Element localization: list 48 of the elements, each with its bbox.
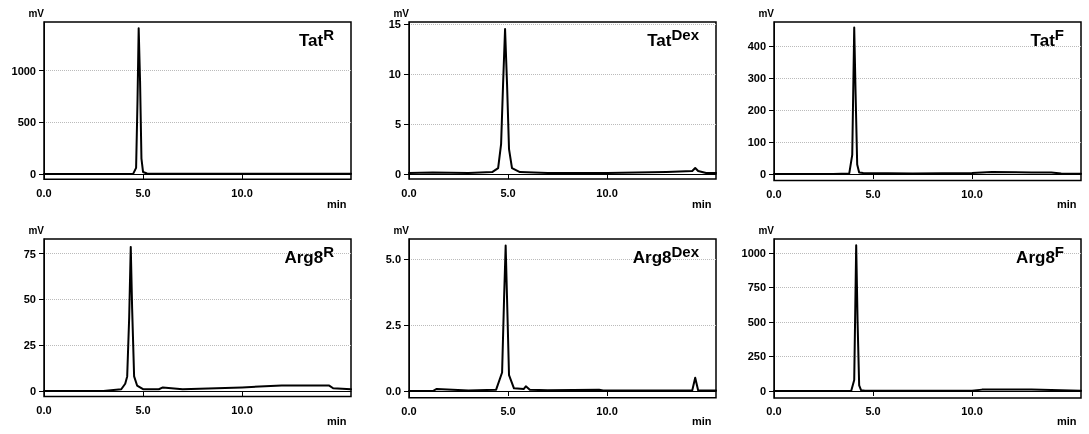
y-tick-label: 750 bbox=[747, 281, 766, 294]
x-axis-title: min bbox=[692, 414, 712, 427]
y-tick-label: 200 bbox=[747, 104, 766, 117]
x-axis-title: min bbox=[1057, 197, 1077, 210]
x-tick-label: 5.0 bbox=[135, 186, 151, 199]
y-axis-title: mV bbox=[393, 7, 410, 19]
y-tick-label: 400 bbox=[747, 40, 766, 52]
x-axis-title: min bbox=[327, 414, 347, 427]
x-axis-title: min bbox=[692, 197, 712, 210]
y-tick-label: 2.5 bbox=[385, 318, 401, 331]
y-tick-label: 50 bbox=[23, 293, 36, 306]
y-tick-label: 10 bbox=[388, 68, 401, 81]
y-tick-label: 0 bbox=[759, 168, 766, 181]
x-tick-label: 5.0 bbox=[500, 405, 516, 418]
x-tick-label: 10.0 bbox=[961, 187, 983, 200]
y-tick-label: 0 bbox=[29, 168, 36, 181]
y-axis-title: mV bbox=[758, 7, 775, 19]
y-tick-label: 0 bbox=[759, 385, 766, 397]
y-tick-label: 75 bbox=[23, 247, 36, 260]
y-tick-label: 250 bbox=[747, 350, 766, 363]
y-tick-label: 5.0 bbox=[385, 252, 401, 265]
y-tick-label: 1000 bbox=[11, 64, 36, 77]
y-tick-label: 15 bbox=[388, 18, 401, 30]
x-axis-title: min bbox=[327, 197, 347, 210]
x-tick-label: 5.0 bbox=[865, 187, 881, 200]
x-tick-label: 10.0 bbox=[596, 186, 618, 199]
y-tick-label: 25 bbox=[23, 339, 36, 352]
y-axis-title: mV bbox=[28, 224, 45, 236]
x-tick-label: 5.0 bbox=[500, 186, 516, 199]
x-tick-label: 5.0 bbox=[865, 405, 881, 418]
y-tick-label: 0 bbox=[394, 168, 401, 181]
x-tick-label: 10.0 bbox=[596, 405, 618, 418]
y-axis-title: mV bbox=[758, 224, 775, 236]
x-axis-title: min bbox=[1057, 414, 1077, 427]
x-tick-label: 5.0 bbox=[135, 404, 151, 417]
x-tick-label: 10.0 bbox=[961, 405, 983, 418]
x-tick-label: 10.0 bbox=[231, 186, 253, 199]
y-tick-label: 500 bbox=[17, 116, 36, 129]
y-axis-title: mV bbox=[393, 224, 410, 236]
x-tick-label: 10.0 bbox=[231, 404, 253, 417]
y-tick-label: 500 bbox=[747, 315, 766, 328]
y-tick-label: 100 bbox=[747, 136, 766, 149]
y-tick-label: 5 bbox=[394, 118, 401, 131]
y-tick-label: 0 bbox=[29, 385, 36, 398]
y-tick-label: 1000 bbox=[741, 246, 766, 259]
y-tick-label: 300 bbox=[747, 72, 766, 85]
y-tick-label: 0.0 bbox=[385, 385, 401, 398]
y-axis-title: mV bbox=[28, 7, 45, 19]
